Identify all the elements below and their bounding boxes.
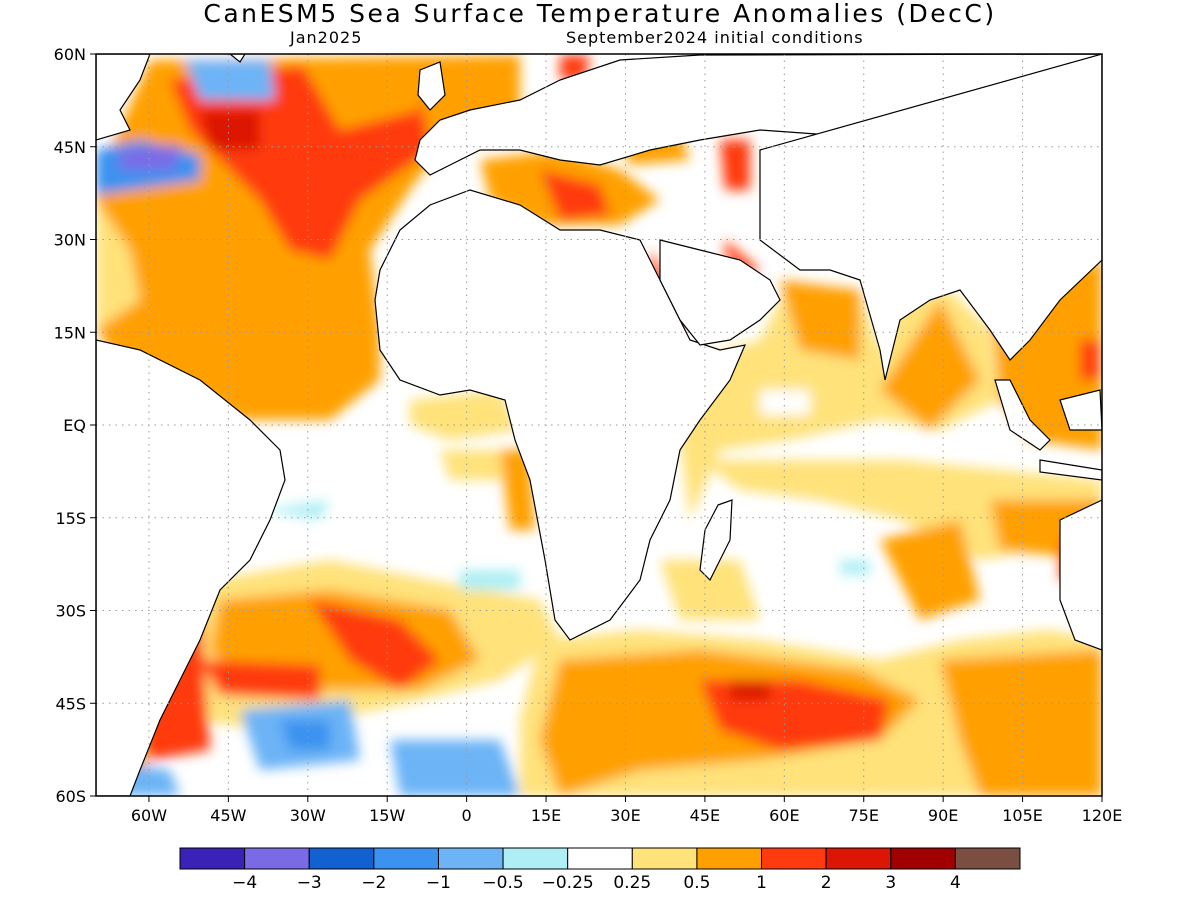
colorbar-swatch [179, 847, 246, 870]
colorbar-label: −3 [297, 873, 322, 893]
lon-label-90e: 90E [928, 806, 958, 825]
gridlines [96, 54, 1102, 796]
colorbar-label: 1 [756, 873, 767, 893]
colorbar: −4 −3 −2 −1 −0.5 −0.25 0.25 0.5 1 2 3 4 [179, 847, 1021, 893]
colorbar-swatch [244, 847, 310, 870]
lat-label-60n: 60N [54, 45, 86, 64]
colorbar-swatch [890, 847, 956, 870]
colorbar-label: −0.25 [542, 873, 594, 893]
chart-title: CanESM5 Sea Surface Temperature Anomalie… [203, 0, 997, 28]
lat-label-15s: 15S [55, 509, 86, 528]
colorbar-label: 3 [885, 873, 896, 893]
colorbar-label: 2 [821, 873, 832, 893]
lon-label-60e: 60E [769, 806, 799, 825]
colorbar-swatch [373, 847, 439, 870]
lon-label-30e: 30E [610, 806, 640, 825]
longitude-labels: 60W 45W 30W 15W 0 15E 30E 45E 60E 75E 90E 105E 120E [131, 796, 1122, 825]
lon-label-105e: 105E [1002, 806, 1043, 825]
latitude-labels: 60N 45N 30N 15N EQ 15S 30S 45S 60S [54, 45, 96, 806]
colorbar-label: 0.5 [683, 873, 710, 893]
colorbar-swatch [437, 847, 504, 870]
forecast-month: Jan2025 [290, 28, 363, 47]
lon-label-75e: 75E [849, 806, 879, 825]
colorbar-swatch [308, 847, 375, 870]
colorbar-swatch [696, 847, 763, 870]
lon-label-60w: 60W [131, 806, 167, 825]
lon-label-120e: 120E [1082, 806, 1123, 825]
lon-label-15w: 15W [369, 806, 405, 825]
colorbar-swatch [631, 847, 698, 870]
lon-label-45e: 45E [690, 806, 720, 825]
lat-label-15n: 15N [54, 323, 86, 342]
lon-label-15e: 15E [531, 806, 561, 825]
colorbar-label: 4 [950, 873, 961, 893]
lon-label-0: 0 [462, 806, 472, 825]
colorbar-label: −1 [426, 873, 451, 893]
colorbar-swatch [825, 847, 892, 870]
lat-label-60s: 60S [55, 787, 86, 806]
lat-label-30s: 30S [55, 602, 86, 621]
continents [96, 54, 1102, 796]
colorbar-swatch [502, 847, 569, 870]
lon-label-30w: 30W [290, 806, 326, 825]
colorbar-swatch [954, 847, 1021, 870]
colorbar-label: −4 [232, 873, 257, 893]
lon-label-45w: 45W [210, 806, 246, 825]
lat-label-45n: 45N [54, 138, 86, 157]
lat-label-45s: 45S [55, 694, 86, 713]
colorbar-label: 0.25 [613, 873, 651, 893]
lat-label-30n: 30N [54, 231, 86, 250]
colorbar-label: −2 [361, 873, 386, 893]
colorbar-swatch [567, 847, 633, 870]
initial-conditions: September2024 initial conditions [566, 28, 864, 47]
lat-label-eq: EQ [63, 416, 86, 435]
colorbar-label: −0.5 [482, 873, 523, 893]
colorbar-swatch [761, 847, 827, 870]
